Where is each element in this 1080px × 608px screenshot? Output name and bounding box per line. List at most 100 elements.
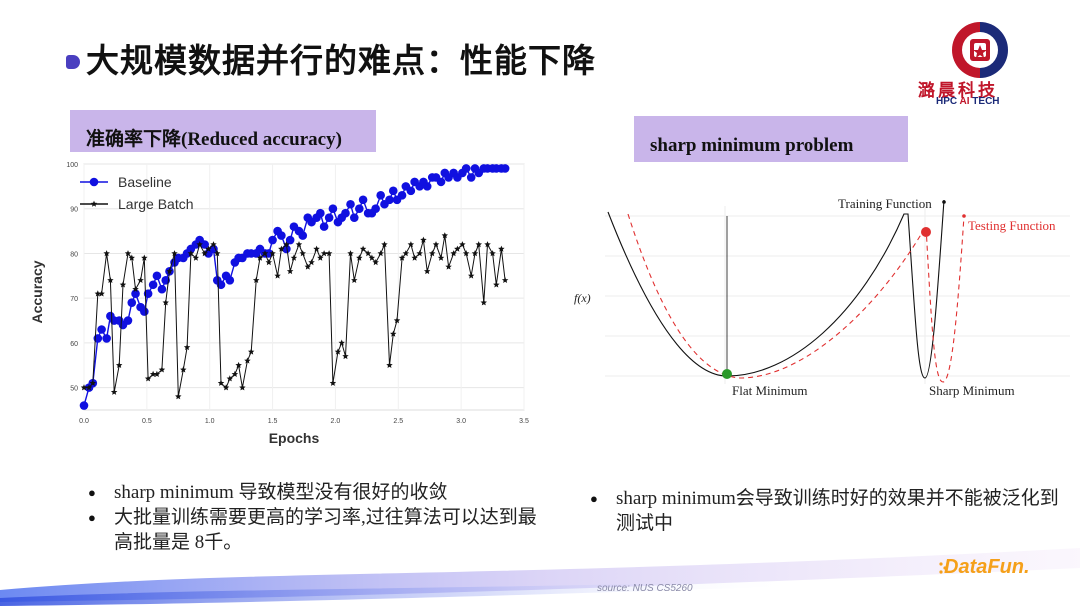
chart-grid xyxy=(83,163,525,411)
sharp-flat-minimum-diagram: f(x) Training Function Testing Function … xyxy=(574,196,1070,398)
data-point xyxy=(500,164,510,173)
training-function-label: Training Function xyxy=(838,196,932,211)
y-axis-label: Accuracy xyxy=(29,260,45,323)
left-bullet-item: 大批量训练需要更高的学习率,过往算法可以达到最高批量是 8千。 xyxy=(84,505,544,555)
data-point xyxy=(432,241,440,248)
data-point xyxy=(406,186,416,196)
data-point xyxy=(351,276,358,283)
data-point xyxy=(175,393,182,400)
data-point xyxy=(397,191,407,200)
data-point xyxy=(94,290,102,297)
data-point xyxy=(475,241,482,248)
y-tick-label: 90 xyxy=(70,207,78,214)
data-point xyxy=(498,245,505,252)
data-point xyxy=(226,375,234,382)
data-point xyxy=(231,370,239,377)
data-point xyxy=(261,250,269,257)
x-tick-label: 1.0 xyxy=(205,418,215,425)
data-point xyxy=(484,241,491,248)
data-point xyxy=(489,250,496,257)
data-point xyxy=(317,254,324,261)
x-tick-label: 3.5 xyxy=(519,418,529,425)
data-point xyxy=(377,250,384,257)
data-point xyxy=(416,250,423,257)
data-point xyxy=(141,254,148,261)
logo-en-prefix: HPC xyxy=(936,96,960,107)
data-point xyxy=(239,384,246,391)
data-point xyxy=(328,204,338,214)
data-point xyxy=(102,334,111,343)
data-point xyxy=(274,272,281,279)
data-point xyxy=(127,298,137,307)
x-axis-label: Epochs xyxy=(269,430,320,446)
y-tick-label: 60 xyxy=(70,341,78,348)
data-point xyxy=(107,276,114,283)
title-bullet xyxy=(66,55,80,69)
data-point xyxy=(341,208,350,218)
sharp-minimum-label-text: Sharp Minimum xyxy=(929,383,1015,398)
datafun-dots-icon xyxy=(939,562,947,574)
data-point xyxy=(290,254,298,261)
data-point xyxy=(157,284,167,294)
data-point xyxy=(422,182,432,191)
testing-function-curve xyxy=(627,213,965,383)
data-point xyxy=(158,366,166,373)
data-point xyxy=(98,290,105,297)
data-point xyxy=(308,259,315,266)
data-point xyxy=(347,250,354,257)
data-point xyxy=(148,280,158,290)
testing-legend-dot xyxy=(962,214,966,218)
data-point xyxy=(334,348,342,355)
data-point xyxy=(359,245,367,252)
data-point xyxy=(166,267,173,275)
testing-function-label: Testing Function xyxy=(968,218,1056,233)
plot-area xyxy=(83,163,525,411)
data-point xyxy=(376,191,385,200)
data-point xyxy=(324,213,334,222)
data-point xyxy=(364,250,372,257)
data-point xyxy=(278,245,285,252)
reduced-accuracy-label: 准确率下降(Reduced accuracy) xyxy=(70,110,376,154)
data-point xyxy=(325,250,333,257)
decorative-wave xyxy=(0,548,1080,606)
data-point xyxy=(153,370,161,377)
right-bullet-list: sharp minimum会导致训练时好的效果并不能被泛化到测试中 xyxy=(586,486,1066,536)
data-point xyxy=(183,344,191,351)
data-point xyxy=(216,280,226,290)
chart-series xyxy=(79,164,510,410)
data-point xyxy=(329,379,337,386)
data-point xyxy=(402,250,410,257)
data-point xyxy=(162,299,169,306)
y-tick-label: 50 xyxy=(70,386,78,393)
data-point xyxy=(356,254,363,261)
data-point xyxy=(445,263,452,270)
data-point xyxy=(381,241,388,248)
sharp-minimum-cross-icon xyxy=(921,227,931,237)
data-point xyxy=(277,231,286,240)
data-point xyxy=(320,250,328,257)
data-point xyxy=(286,267,294,275)
data-point xyxy=(192,254,200,261)
data-point xyxy=(437,254,445,261)
data-point xyxy=(124,250,132,257)
data-point xyxy=(119,281,127,288)
data-point xyxy=(429,250,436,257)
data-point xyxy=(268,235,277,245)
data-point xyxy=(103,250,110,257)
data-point xyxy=(420,236,427,243)
series-large-batch xyxy=(80,232,509,400)
data-point xyxy=(338,339,345,346)
sharp-minimum-label: sharp minimum problem xyxy=(634,116,908,162)
data-point xyxy=(222,384,230,391)
y-tick-label: 100 xyxy=(66,162,78,169)
data-point xyxy=(137,276,144,283)
data-point xyxy=(436,177,446,187)
data-point xyxy=(265,259,272,266)
data-point xyxy=(214,250,221,257)
data-point xyxy=(342,352,349,360)
data-point xyxy=(398,254,406,261)
data-point xyxy=(187,250,195,257)
y-tick-label: 70 xyxy=(70,296,78,303)
data-point xyxy=(313,245,320,252)
data-point xyxy=(471,250,479,257)
